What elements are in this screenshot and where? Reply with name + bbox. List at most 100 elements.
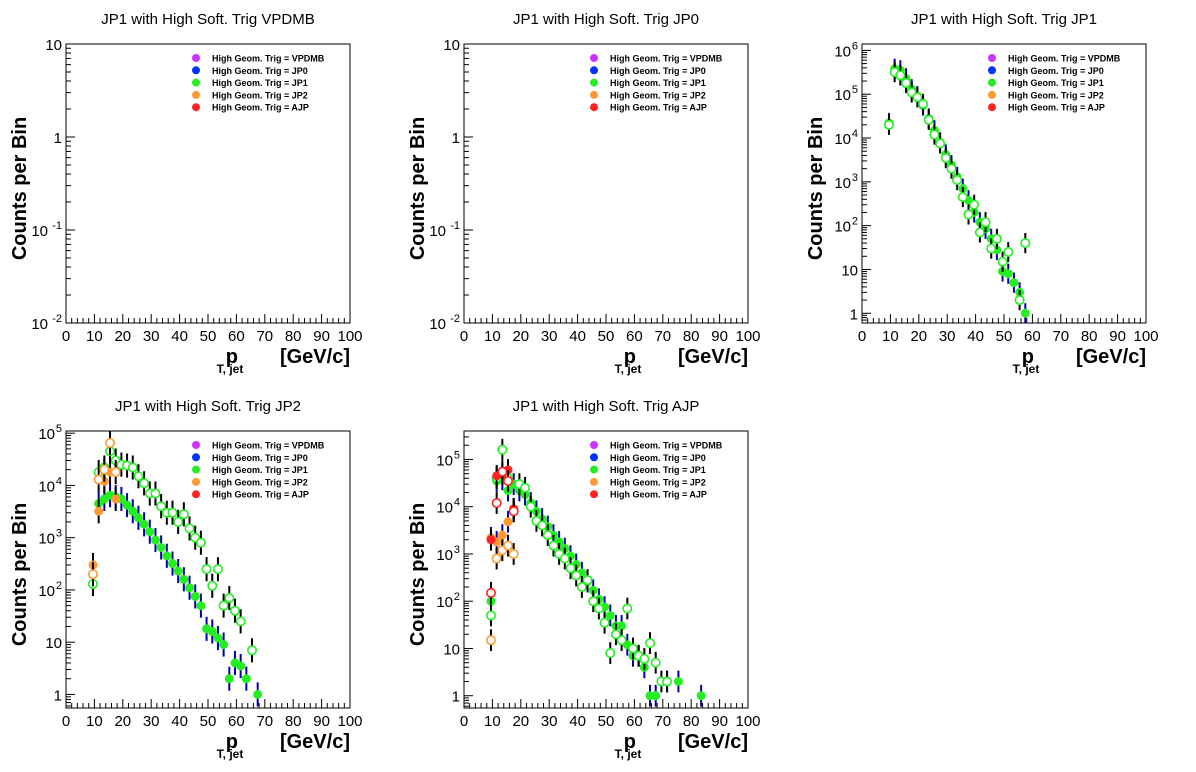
y-tick-exponent: 2 — [56, 580, 62, 592]
y-tick-exponent: 3 — [56, 528, 62, 540]
x-tick-label: 70 — [256, 328, 273, 345]
y-axis-label: Counts per Bin — [9, 117, 31, 260]
y-tick-exponent: 5 — [852, 84, 858, 96]
legend-entry: High Geom. Trig = JP1 — [1008, 78, 1104, 88]
x-tick-label: 80 — [285, 713, 302, 730]
x-tick-label: 30 — [939, 328, 956, 345]
chart-title: JP1 with High Soft. Trig AJP — [513, 398, 700, 415]
x-tick-label: 40 — [967, 328, 984, 345]
y-tick-label: 1 — [54, 130, 62, 147]
legend-marker — [192, 66, 200, 75]
legend-entry: High Geom. Trig = JP0 — [610, 453, 706, 463]
x-tick-label: 0 — [62, 713, 70, 730]
series-JP1-open — [87, 439, 258, 663]
data-point — [485, 635, 496, 646]
x-axis-label-unit: [GeV/c] — [1076, 346, 1146, 368]
y-tick-label: 10 — [436, 594, 453, 611]
data-point — [525, 501, 536, 512]
data-point — [111, 494, 121, 504]
chart-panel-4: JP1 with High Soft. Trig JP2 0 10 20 30 40 50 6… — [9, 398, 363, 761]
y-tick-label: 10 — [429, 223, 446, 240]
x-tick-label: 20 — [910, 328, 927, 345]
data-point — [957, 192, 968, 203]
chart-panel-5: JP1 with High Soft. Trig AJP 0 10 20 30 40 50 6… — [407, 398, 761, 761]
y-tick-label: 10 — [436, 452, 453, 469]
x-tick-label: 60 — [1024, 328, 1041, 345]
y-tick-label: 10 — [841, 262, 858, 279]
data-point — [576, 581, 587, 592]
data-point — [127, 462, 138, 473]
x-tick-label: 50 — [598, 328, 615, 345]
data-point — [207, 580, 218, 591]
data-point — [133, 471, 144, 482]
legend-marker — [192, 490, 200, 499]
legend-marker — [590, 78, 598, 87]
data-point — [1014, 295, 1025, 306]
data-point — [935, 138, 946, 149]
chart-panel-2: JP1 with High Soft. Trig JP0 0 10 20 30 40 50 6… — [407, 11, 761, 376]
data-point — [173, 566, 183, 576]
y-tick-label: 10 — [443, 641, 460, 658]
chart-panel-3: JP1 with High Soft. Trig JP1 0 10 20 30 40 50 6… — [805, 11, 1159, 376]
data-point — [508, 506, 519, 517]
data-point — [610, 629, 621, 640]
legend-marker — [192, 465, 200, 474]
data-point — [952, 175, 963, 186]
data-point — [156, 542, 166, 552]
data-point — [236, 661, 246, 671]
data-point — [122, 500, 132, 510]
y-tick-label: 10 — [436, 500, 453, 517]
data-point — [593, 603, 604, 614]
series-JP2-open — [485, 534, 519, 652]
y-tick-exponent: -2 — [52, 313, 62, 325]
x-axis-label-unit: [GeV/c] — [678, 346, 748, 368]
legend-marker — [192, 477, 200, 486]
x-tick-label: 50 — [996, 328, 1013, 345]
x-tick-label: 10 — [484, 328, 501, 345]
x-tick-label: 100 — [735, 328, 760, 345]
legend-entry: High Geom. Trig = VPDMB — [610, 54, 723, 64]
data-point — [508, 548, 519, 559]
data-point — [627, 643, 638, 654]
data-point — [212, 564, 223, 575]
x-tick-label: 0 — [460, 713, 468, 730]
data-point — [87, 569, 98, 580]
legend-marker — [590, 441, 598, 449]
series-JP1-open — [883, 61, 1031, 311]
x-axis-label-unit: [GeV/c] — [280, 346, 350, 368]
chart-title: JP1 with High Soft. Trig JP1 — [911, 11, 1097, 28]
y-axis-label: Counts per Bin — [9, 503, 31, 646]
data-point — [145, 527, 155, 537]
data-point — [207, 627, 217, 637]
data-point — [195, 537, 206, 548]
legend-marker — [192, 78, 200, 87]
y-axis-label: Counts per Bin — [407, 503, 429, 646]
y-tick-label: 1 — [452, 689, 460, 706]
data-point — [99, 464, 110, 475]
data-point — [542, 530, 553, 541]
x-axis-label-subscript: T, jet — [217, 362, 244, 376]
y-tick-label: 10 — [834, 131, 851, 148]
y-tick-label: 10 — [834, 87, 851, 104]
x-axis-label-unit: [GeV/c] — [280, 731, 350, 753]
data-point — [946, 163, 957, 174]
data-point — [986, 243, 997, 254]
data-point — [616, 635, 627, 646]
y-tick-label: 10 — [443, 37, 460, 54]
data-point — [93, 474, 104, 485]
data-point — [253, 689, 263, 699]
x-tick-label: 100 — [1133, 328, 1158, 345]
data-point — [196, 601, 206, 611]
y-tick-exponent: 4 — [454, 497, 460, 509]
chart-title: JP1 with High Soft. Trig JP0 — [513, 11, 699, 28]
x-tick-label: 20 — [512, 328, 529, 345]
y-tick-label: 10 — [436, 547, 453, 564]
x-tick-label: 70 — [256, 713, 273, 730]
y-tick-label: 1 — [850, 306, 858, 323]
data-point — [696, 691, 706, 701]
data-point — [150, 488, 161, 499]
data-point — [168, 559, 177, 569]
data-point — [662, 676, 673, 687]
data-point — [1020, 308, 1030, 318]
